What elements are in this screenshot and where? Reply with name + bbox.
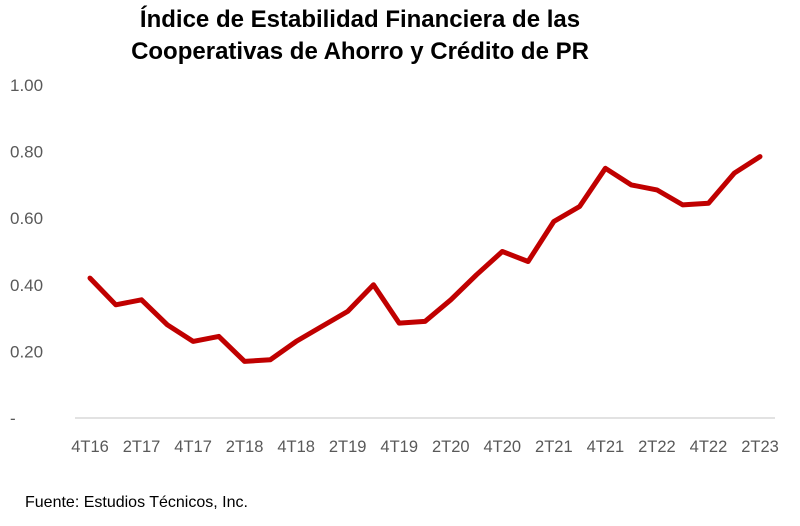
data-point-1T22 bbox=[629, 182, 634, 187]
data-point-1T17 bbox=[113, 302, 118, 307]
y-tick-label: 0.40 bbox=[10, 276, 43, 295]
x-tick-label: 4T16 bbox=[71, 438, 109, 456]
x-tick-label: 4T19 bbox=[380, 438, 418, 456]
series-line bbox=[87, 154, 763, 364]
x-tick-label: 4T17 bbox=[174, 438, 212, 456]
y-tick-label: 0.80 bbox=[10, 143, 43, 162]
y-tick-label: 1.00 bbox=[10, 76, 43, 95]
data-point-1T18 bbox=[216, 334, 221, 339]
chart-title-line-2: Cooperativas de Ahorro y Crédito de PR bbox=[131, 38, 589, 65]
data-point-2T23 bbox=[758, 154, 762, 159]
data-point-2T19 bbox=[345, 309, 350, 314]
y-tick-label: 0.20 bbox=[10, 342, 43, 361]
data-point-1T19 bbox=[319, 324, 324, 329]
x-tick-label: 2T22 bbox=[638, 438, 676, 456]
data-point-1T21 bbox=[526, 259, 531, 264]
x-tick-label: 2T21 bbox=[535, 438, 573, 456]
chart-title-line-1: Índice de Estabilidad Financiera de las bbox=[139, 6, 581, 33]
x-tick-label: 4T22 bbox=[690, 438, 728, 456]
data-point-4T22 bbox=[706, 201, 711, 206]
x-tick-label: 2T17 bbox=[123, 438, 161, 456]
data-point-4T17 bbox=[191, 339, 196, 344]
x-tick-label: 2T23 bbox=[741, 438, 779, 456]
data-point-3T21 bbox=[577, 204, 582, 209]
source-note: Fuente: Estudios Técnicos, Inc. bbox=[25, 494, 248, 511]
data-point-4T16 bbox=[88, 276, 92, 281]
x-tick-label: 4T21 bbox=[587, 438, 625, 456]
y-tick-label: - bbox=[10, 409, 16, 428]
x-tick-label: 2T20 bbox=[432, 438, 470, 456]
data-point-2T17 bbox=[139, 297, 144, 302]
x-tick-label: 2T19 bbox=[329, 438, 367, 456]
data-point-2T18 bbox=[242, 359, 247, 364]
data-point-1T20 bbox=[423, 319, 427, 324]
y-tick-label: 0.60 bbox=[10, 209, 43, 228]
data-point-4T20 bbox=[500, 249, 505, 254]
data-point-4T21 bbox=[603, 166, 608, 171]
data-point-1T23 bbox=[732, 171, 737, 176]
data-point-3T22 bbox=[680, 202, 685, 207]
data-point-3T18 bbox=[268, 357, 273, 362]
x-tick-label: 4T18 bbox=[277, 438, 315, 456]
chart-title: Índice de Estabilidad Financiera de las … bbox=[70, 4, 650, 68]
data-point-2T20 bbox=[448, 297, 453, 302]
data-point-3T19 bbox=[371, 282, 376, 287]
x-tick-label: 2T18 bbox=[226, 438, 264, 456]
y-axis-ticks: - 0.20 0.40 0.60 0.80 1.00 bbox=[10, 76, 43, 428]
data-point-4T18 bbox=[294, 339, 299, 344]
data-point-4T19 bbox=[397, 321, 402, 326]
x-tick-label: 4T20 bbox=[484, 438, 522, 456]
x-axis-ticks: 4T16 2T17 4T17 2T18 4T18 2T19 4T19 2T20 4T20 2T21… bbox=[71, 438, 779, 456]
data-point-2T21 bbox=[551, 219, 556, 224]
data-point-3T17 bbox=[165, 322, 170, 327]
data-point-3T20 bbox=[474, 272, 479, 277]
data-point-2T22 bbox=[654, 187, 659, 192]
